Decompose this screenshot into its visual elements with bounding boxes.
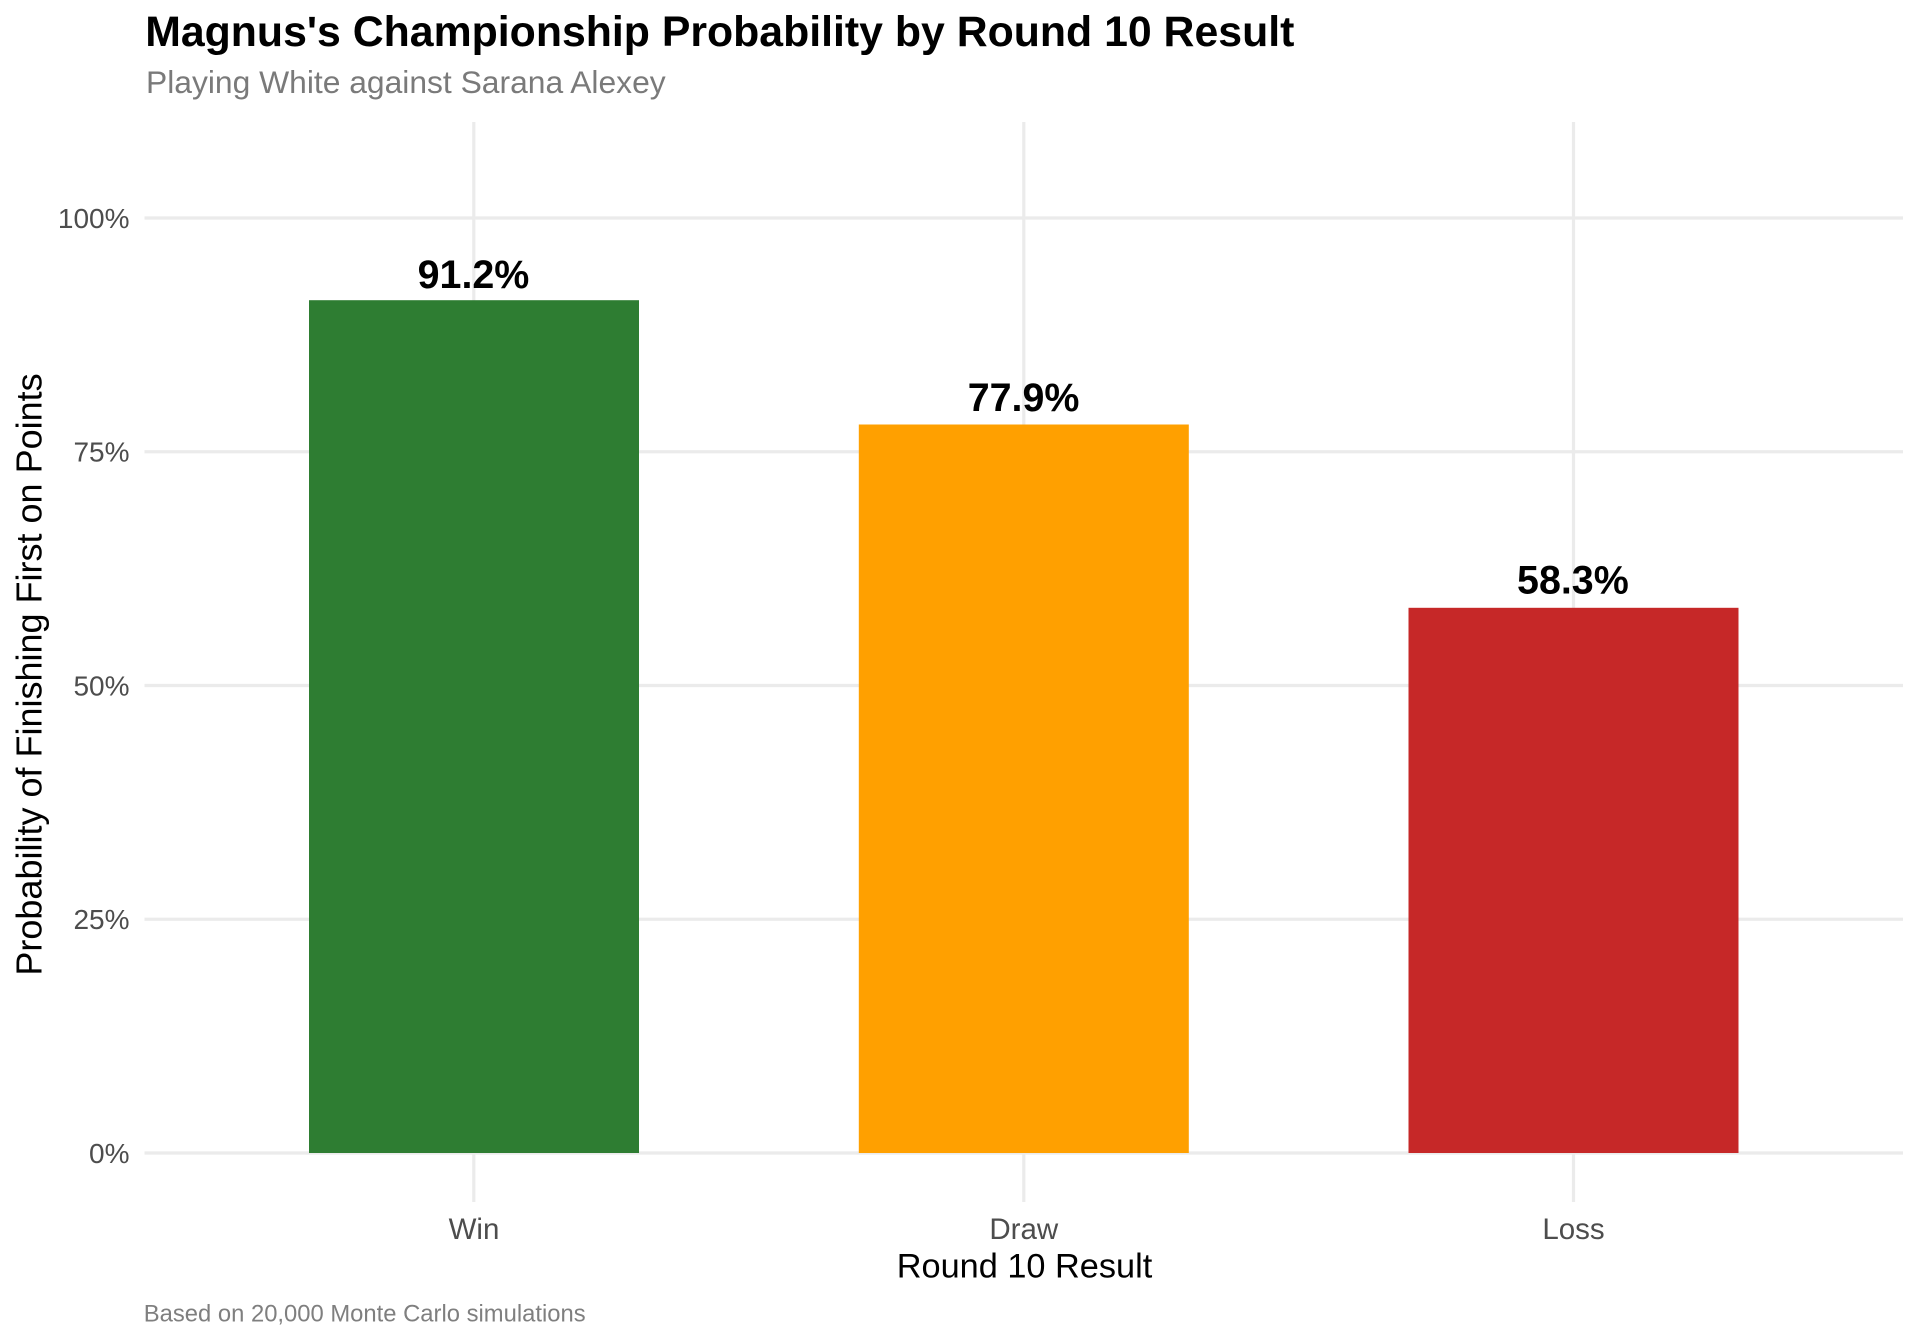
svg-text:Playing White against Sarana A: Playing White against Sarana Alexey: [146, 64, 666, 100]
svg-text:Loss: Loss: [1542, 1213, 1604, 1246]
svg-text:Win: Win: [449, 1213, 500, 1246]
svg-text:50%: 50%: [73, 670, 129, 701]
svg-text:Draw: Draw: [989, 1213, 1059, 1246]
svg-text:58.3%: 58.3%: [1517, 558, 1629, 602]
svg-text:Based on 20,000 Monte Carlo si: Based on 20,000 Monte Carlo simulations: [144, 1300, 586, 1327]
svg-text:Probability of Finishing First: Probability of Finishing First on Points: [9, 373, 50, 975]
svg-text:Round 10 Result: Round 10 Result: [897, 1248, 1153, 1286]
svg-text:91.2%: 91.2%: [418, 253, 530, 297]
svg-text:Magnus's Championship Probabil: Magnus's Championship Probability by Rou…: [145, 8, 1294, 56]
svg-text:77.9%: 77.9%: [968, 376, 1080, 420]
svg-text:100%: 100%: [58, 203, 130, 234]
svg-text:25%: 25%: [73, 904, 129, 935]
svg-text:0%: 0%: [89, 1138, 129, 1169]
svg-text:75%: 75%: [73, 437, 129, 468]
